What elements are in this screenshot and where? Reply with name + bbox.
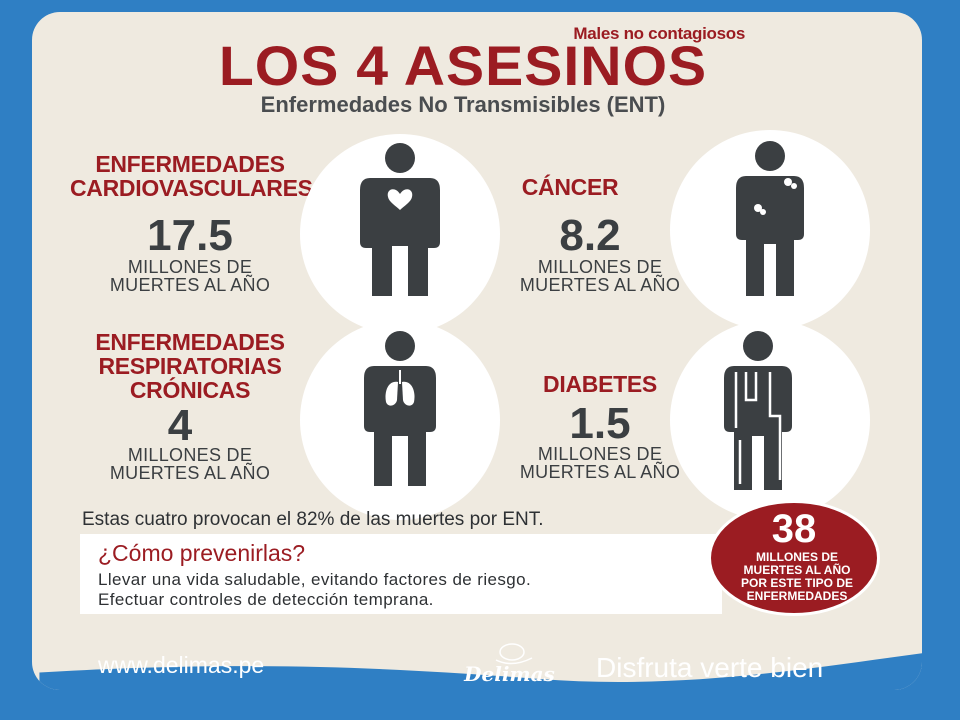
cancer-value: 8.2 [559, 211, 621, 260]
respiratory-unit: MILLONES DE MUERTES AL AÑO [70, 446, 310, 482]
page-subtitle: Enfermedades No Transmisibles (ENT) [260, 92, 666, 117]
cardio-title-line1: ENFERMEDADES [95, 151, 285, 177]
diabetes-title: DIABETES [543, 371, 657, 397]
respiratory-title-line2: RESPIRATORIAS [98, 353, 282, 379]
heart-person-icon [360, 143, 440, 296]
cardio-unit-line1: MILLONES DE [127, 257, 253, 277]
cardio-title: ENFERMEDADES CARDIOVASCULARES [70, 151, 313, 201]
logo-text: Delimas [464, 662, 555, 686]
cancer-unit-line1: MILLONES DE [537, 257, 663, 277]
cancer-circle [670, 130, 870, 330]
badge-line3: POR ESTE TIPO DE [740, 576, 854, 590]
badge-line2: MUERTES AL AÑO [743, 563, 851, 577]
respiratory-unit-line1: MILLONES DE [127, 445, 253, 465]
badge-number: 38 [771, 507, 817, 551]
prevention-title: ¿Cómo prevenirlas? [98, 540, 306, 566]
footer-url-link[interactable]: www.delimas.pe [98, 652, 265, 678]
respiratory-circle [300, 320, 500, 520]
diabetes-unit: MILLONES DE MUERTES AL AÑO [490, 445, 710, 481]
footer-slogan: Disfruta verte bien [596, 652, 824, 683]
respiratory-title: ENFERMEDADES RESPIRATORIAS CRÓNICAS [70, 330, 310, 402]
cardio-title-line2: CARDIOVASCULARES [70, 175, 313, 201]
bottom-wave [39, 653, 922, 690]
prevention-line1: Llevar una vida saludable, evitando fact… [98, 570, 532, 589]
respiratory-value: 4 [167, 401, 193, 450]
respiratory-title-line3: CRÓNICAS [129, 377, 251, 403]
badge-text: MILLONES DE MUERTES AL AÑO POR ESTE TIPO… [721, 551, 873, 603]
cardio-value: 17.5 [147, 211, 233, 260]
cardio-unit-line2: MUERTES AL AÑO [109, 275, 271, 295]
page-title: LOS 4 ASESINOS [218, 34, 708, 97]
delimas-logo: Delimas [462, 640, 557, 692]
diabetes-unit-line1: MILLONES DE [537, 444, 663, 464]
chef-icon [495, 643, 533, 665]
badge-line1: MILLONES DE [755, 550, 838, 564]
cardio-unit: MILLONES DE MUERTES AL AÑO [70, 258, 310, 294]
badge-line4: ENFERMEDADES [746, 589, 848, 603]
diabetes-unit-line2: MUERTES AL AÑO [519, 462, 681, 482]
cancer-title: CÁNCER [521, 174, 619, 200]
cancer-person-icon [736, 141, 804, 296]
cancer-unit: MILLONES DE MUERTES AL AÑO [490, 258, 710, 294]
prevention-box: ¿Cómo prevenirlas? Llevar una vida salud… [80, 534, 722, 614]
lungs-person-icon [364, 331, 436, 486]
total-deaths-badge: 38 MILLONES DE MUERTES AL AÑO POR ESTE T… [708, 500, 880, 616]
cancer-unit-line2: MUERTES AL AÑO [519, 275, 681, 295]
diabetes-person-icon [724, 331, 792, 490]
summary-text: Estas cuatro provocan el 82% de las muer… [82, 509, 544, 530]
diabetes-circle [670, 320, 870, 520]
header-kicker: Males no contagiosos [573, 24, 745, 43]
respiratory-title-line1: ENFERMEDADES [95, 329, 285, 355]
diabetes-value: 1.5 [569, 399, 631, 448]
prevention-line2: Efectuar controles de detección temprana… [98, 590, 434, 609]
cardio-circle [300, 134, 500, 334]
respiratory-unit-line2: MUERTES AL AÑO [109, 463, 271, 483]
